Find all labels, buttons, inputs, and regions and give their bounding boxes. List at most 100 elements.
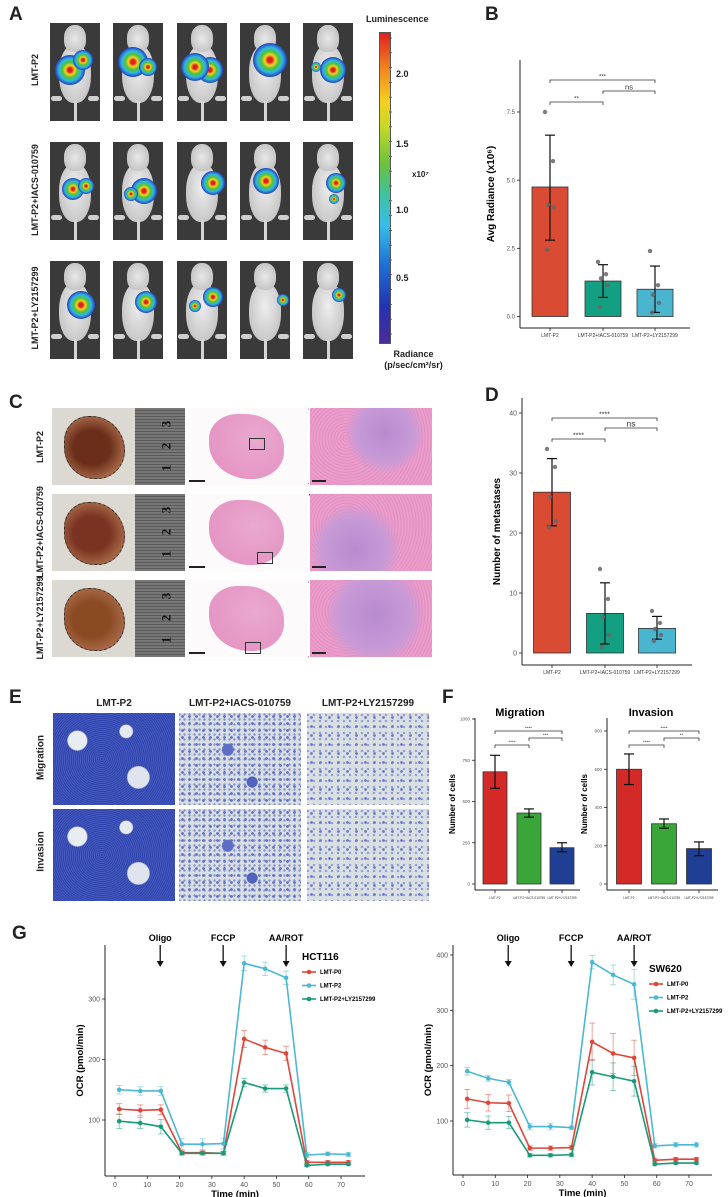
chart-title: Migration (495, 707, 545, 719)
luminescence-signal (325, 173, 346, 194)
mouse-tail (327, 220, 330, 240)
zoom-region-box (257, 552, 273, 564)
data-point (283, 1086, 289, 1091)
he-section-magnified (310, 580, 432, 657)
y-tick-label: 100 (436, 1119, 448, 1126)
data-point (545, 202, 551, 207)
luminescence-signal (253, 168, 279, 195)
ruler-mark: 3 (158, 592, 174, 600)
panel-label-g: G (12, 923, 27, 944)
migration-image-lmt-p2-ly (307, 713, 429, 805)
data-point (694, 1160, 699, 1166)
significance-bracket (628, 730, 700, 734)
mouse-image (240, 142, 290, 240)
significance-bracket (604, 427, 658, 431)
column-header-lmt-p2-ly: LMT-P2+LY2157299 (321, 698, 415, 709)
series-line (119, 1081, 349, 1167)
data-point (647, 248, 653, 254)
x-tick-label: 70 (685, 1181, 693, 1188)
data-point (598, 276, 604, 281)
data-point (548, 1145, 553, 1151)
data-point (610, 1051, 616, 1056)
legend-label: LMT-P0 (320, 970, 342, 976)
x-tick-label: LMT-P2 (489, 896, 500, 900)
x-tick-label: 0 (461, 1181, 465, 1188)
legend-marker (306, 969, 312, 975)
mouse-leg (341, 333, 352, 340)
mouse-tail (201, 220, 204, 240)
y-tick-label: 400 (436, 953, 448, 960)
mouse-head (127, 262, 149, 291)
y-tick-label: 5.0 (507, 178, 516, 184)
data-point (506, 1100, 512, 1106)
data-point (546, 524, 552, 530)
data-point (527, 1145, 533, 1151)
data-point (650, 292, 656, 297)
colorbar-tick: 2.0 (396, 69, 409, 79)
significance-label: **** (643, 740, 650, 745)
mouse-image (50, 23, 100, 121)
colorbar-title: Luminescence (366, 14, 429, 24)
injection-label: Oligo (149, 933, 172, 943)
legend-marker (653, 1008, 659, 1014)
mouse-leg (278, 333, 289, 340)
luminescence-signal (320, 57, 346, 84)
mouse-leg (241, 95, 252, 102)
x-tick-label: LMT-P2 (623, 896, 634, 900)
data-point (597, 304, 603, 310)
injection-label: AA/ROT (617, 933, 652, 943)
y-tick-label: 40 (509, 410, 517, 417)
mouse-leg (114, 95, 125, 102)
data-point (241, 961, 247, 966)
legend-label: LMT-P2+LY2157299 (667, 1009, 723, 1015)
y-tick-label: 600 (594, 767, 602, 772)
series-line (467, 1040, 697, 1162)
significance-label: **** (660, 726, 667, 731)
injection-label: Oligo (497, 933, 520, 943)
injection-arrow-head (504, 961, 512, 967)
significance-bracket (551, 438, 606, 442)
legend-title: SW620 (649, 964, 682, 975)
x-tick-label: 30 (208, 1182, 216, 1189)
bar (482, 771, 508, 885)
data-point (656, 300, 662, 306)
data-point (694, 1142, 699, 1148)
x-tick-label: LMT-P2 (543, 670, 561, 676)
data-point (325, 1161, 331, 1167)
y-tick-label: 0 (599, 882, 602, 887)
mouse-tail (264, 220, 267, 240)
he-section-whole (187, 580, 308, 657)
mouse-leg (88, 333, 99, 340)
ruler-mark: 2 (158, 442, 174, 450)
injection-arrow-head (630, 961, 638, 967)
mouse-head (317, 262, 339, 291)
data-point (589, 1070, 595, 1075)
mouse-image (177, 23, 227, 121)
x-tick-label: 10 (143, 1182, 151, 1189)
y-tick-label: 20 (509, 530, 517, 537)
bar-chart-f-invasion: 0 200 400 600 800 Number of cells Invasion LMT-… (580, 707, 718, 900)
data-point (651, 638, 657, 644)
liver-photo (52, 580, 135, 657)
y-tick-label: 400 (594, 805, 602, 810)
significance-bracket (549, 101, 604, 105)
mouse-head (64, 24, 86, 53)
x-axis-label: Time (min) (559, 1188, 607, 1197)
data-point (200, 1141, 205, 1147)
legend-marker (306, 996, 312, 1002)
data-point (158, 1124, 164, 1129)
data-point (600, 614, 606, 620)
mouse-image (303, 261, 353, 359)
data-point (116, 1118, 122, 1124)
mouse-image (113, 23, 163, 121)
data-point (552, 464, 558, 470)
colorbar (379, 32, 391, 344)
mouse-head (191, 143, 213, 172)
metastasis-nodule (345, 408, 425, 473)
significance-label: **** (573, 433, 584, 440)
colorbar-tick: 1.0 (396, 205, 409, 215)
bar (651, 823, 677, 885)
data-point (605, 596, 611, 602)
y-tick-label: 10 (509, 590, 517, 597)
invasion-image-lmt-p2 (53, 809, 175, 901)
